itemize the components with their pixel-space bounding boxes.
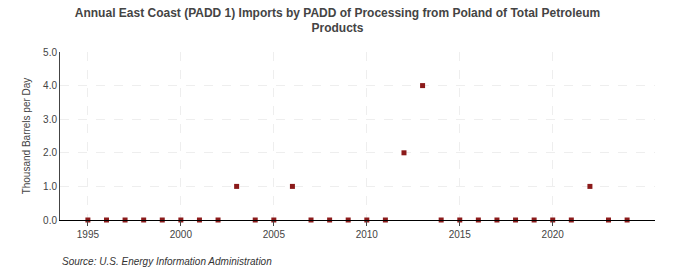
svg-text:3.0: 3.0	[43, 114, 57, 125]
svg-text:2020: 2020	[542, 229, 565, 240]
svg-text:2.0: 2.0	[43, 147, 57, 158]
svg-text:1.0: 1.0	[43, 181, 57, 192]
svg-text:0.0: 0.0	[43, 215, 57, 226]
svg-text:2010: 2010	[356, 229, 379, 240]
svg-text:5.0: 5.0	[43, 47, 57, 58]
svg-text:2000: 2000	[170, 229, 193, 240]
svg-text:2005: 2005	[263, 229, 286, 240]
svg-text:4.0: 4.0	[43, 80, 57, 91]
svg-text:Thousand Barrels per Day: Thousand Barrels per Day	[21, 78, 32, 195]
svg-text:Source: U.S. Energy Informatio: Source: U.S. Energy Information Administ…	[62, 256, 272, 267]
svg-text:1995: 1995	[77, 229, 100, 240]
svg-text:Annual East Coast (PADD 1) Imp: Annual East Coast (PADD 1) Imports by PA…	[75, 6, 600, 36]
svg-text:2015: 2015	[449, 229, 472, 240]
